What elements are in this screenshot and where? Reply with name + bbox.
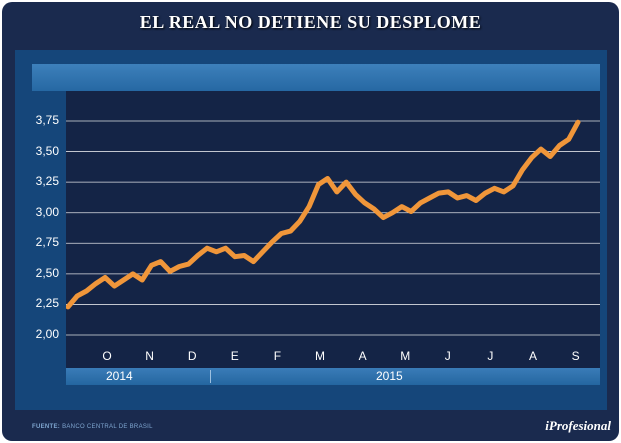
- chart-title: EL REAL NO DETIENE SU DESPLOME: [139, 12, 482, 32]
- x-tick-label: A: [528, 349, 537, 363]
- y-tick-label: 3,25: [35, 174, 59, 189]
- y-tick-label: 2,00: [35, 327, 59, 341]
- series-line: [66, 119, 581, 310]
- line-chart: [66, 119, 600, 336]
- chart-header-bar: [32, 64, 600, 91]
- year-divider: [210, 370, 211, 383]
- plot-area: [66, 91, 600, 378]
- x-tick-label: N: [145, 349, 154, 363]
- source-label: FUENTE:: [32, 424, 61, 430]
- brand-logo: iProfesional: [545, 418, 611, 433]
- x-tick-label: A: [358, 349, 367, 363]
- y-tick-label: 2,75: [35, 235, 59, 250]
- year-label-2015: 2015: [376, 369, 403, 383]
- y-tick-label: 3,75: [35, 113, 59, 127]
- x-tick-label: S: [571, 349, 580, 363]
- chart-panel: 2,00 2,25 2,50 2,75 3,00 3,25 3,50 3,75 O N D E F M A…: [15, 50, 607, 410]
- x-tick-label: M: [400, 349, 411, 363]
- source-note: FUENTE: BANCO CENTRAL DE BRASIL: [32, 424, 153, 430]
- y-tick-label: 2,25: [35, 296, 59, 311]
- year-label-2014: 2014: [106, 369, 133, 383]
- source-text: BANCO CENTRAL DE BRASIL: [62, 424, 153, 430]
- x-tick-label: J: [487, 349, 494, 363]
- y-tick-label: 3,00: [35, 204, 59, 219]
- year-bar: 2014 2015: [66, 368, 600, 385]
- y-tick-label: 3,50: [35, 143, 59, 158]
- x-tick-label: O: [102, 349, 112, 363]
- x-tick-label: F: [273, 349, 282, 363]
- x-tick-label: D: [187, 349, 197, 363]
- x-tick-label: J: [444, 349, 451, 363]
- x-tick-label: M: [315, 349, 325, 363]
- x-tick-label: E: [230, 349, 239, 363]
- y-tick-label: 2,50: [35, 265, 59, 280]
